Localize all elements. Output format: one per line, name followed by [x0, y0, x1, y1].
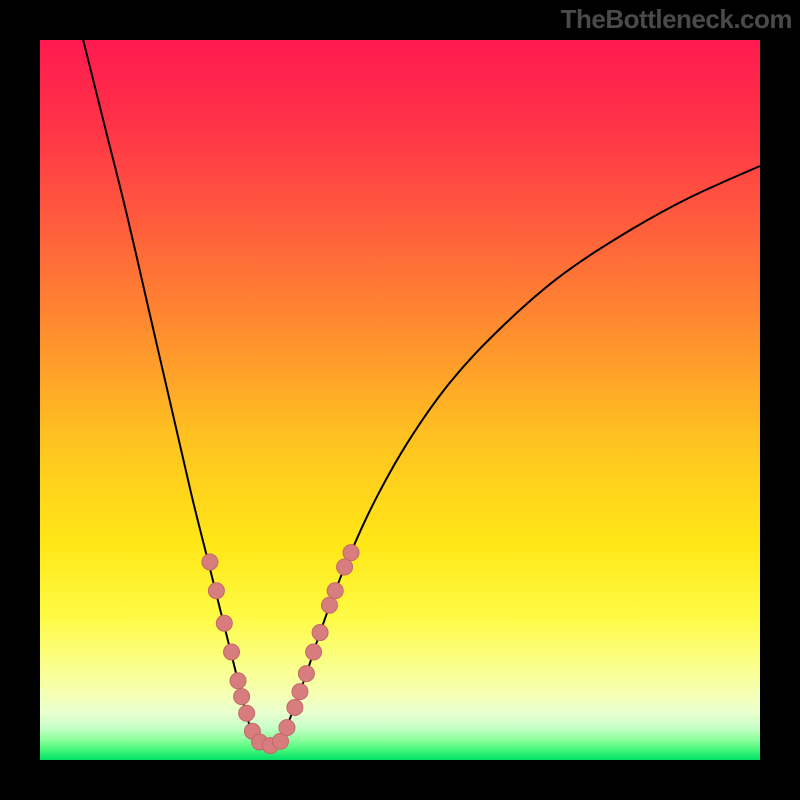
watermark-text: TheBottleneck.com — [561, 4, 792, 35]
data-marker — [208, 583, 224, 599]
data-marker — [312, 625, 328, 641]
data-marker — [230, 673, 246, 689]
data-marker — [327, 583, 343, 599]
data-marker — [292, 684, 308, 700]
data-marker — [279, 720, 295, 736]
data-marker — [298, 666, 314, 682]
data-marker — [234, 689, 250, 705]
data-marker — [216, 615, 232, 631]
plot-background — [40, 40, 760, 760]
stage: TheBottleneck.com — [0, 0, 800, 800]
data-marker — [202, 554, 218, 570]
data-marker — [321, 597, 337, 613]
data-marker — [224, 644, 240, 660]
data-marker — [306, 644, 322, 660]
data-marker — [239, 705, 255, 721]
data-marker — [287, 699, 303, 715]
chart-svg — [0, 0, 800, 800]
data-marker — [343, 545, 359, 561]
data-marker — [337, 559, 353, 575]
